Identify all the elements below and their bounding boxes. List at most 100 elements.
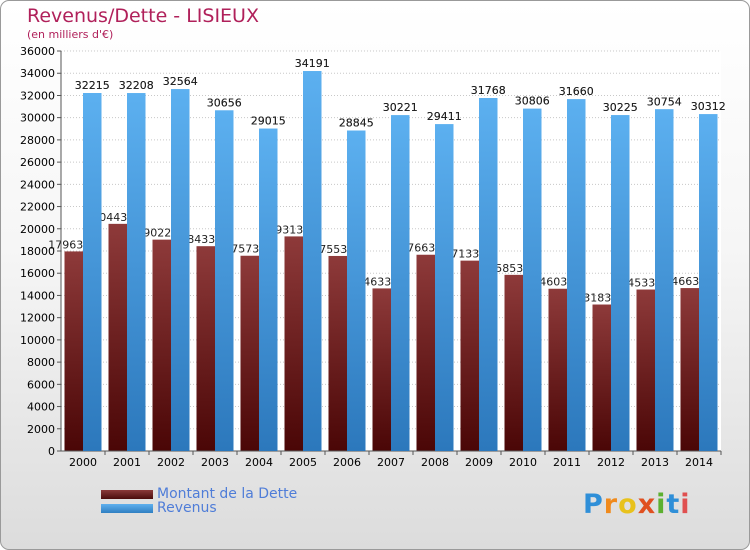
- data-label-revenus: 28845: [339, 117, 374, 130]
- data-label-revenus-top: 29015: [251, 115, 286, 128]
- legend-label-revenus: Revenus: [157, 500, 217, 516]
- proxiti-logo: Proxiti: [583, 489, 691, 520]
- data-label-dette: 17963: [48, 238, 83, 251]
- bar-dette: [152, 239, 171, 451]
- revenus-labels-top: 32215 32208 32564 30656 29015 34191 28845 30221…: [75, 57, 726, 129]
- bar-dette: [372, 288, 391, 451]
- y-tick-label: 10000: [20, 334, 55, 347]
- x-tick-label: 2011: [553, 456, 581, 469]
- y-tick-label: 14000: [20, 289, 55, 302]
- x-tick-label: 2010: [509, 456, 537, 469]
- x-tick-label: 2001: [113, 456, 141, 469]
- data-label-revenus: 31660: [559, 85, 594, 98]
- y-tick-label: 32000: [20, 89, 55, 102]
- chart-title: Revenus/Dette - LISIEUX: [27, 5, 259, 27]
- bar-revenus-overlay: [259, 128, 278, 451]
- data-label-revenus-top: 32208: [119, 79, 154, 92]
- y-tick-label: 20000: [20, 223, 55, 236]
- data-label-revenus-top: 28845: [339, 117, 374, 130]
- bar-dette: [416, 254, 435, 451]
- y-tick-label: 6000: [27, 378, 55, 391]
- bar-revenus-overlay: [655, 109, 674, 452]
- y-tick-label: 28000: [20, 134, 55, 147]
- bar-dette: [64, 251, 83, 451]
- bar-revenus-overlay: [567, 99, 586, 451]
- bar-revenus-overlay: [435, 124, 454, 451]
- bar-dette: [196, 246, 215, 451]
- bar-dette: [680, 288, 699, 451]
- data-label-revenus: 30225: [603, 101, 638, 114]
- y-tick-label: 18000: [20, 245, 55, 258]
- bar-revenus-overlay: [303, 71, 322, 451]
- x-tick-label: 2002: [157, 456, 185, 469]
- data-label-revenus: 30754: [647, 95, 682, 108]
- data-label-revenus-top: 29411: [427, 110, 462, 123]
- bar-dette: [636, 289, 655, 451]
- bar-dette: [328, 255, 347, 451]
- x-tick-label: 2005: [289, 456, 317, 469]
- data-label-revenus: 29015: [251, 115, 286, 128]
- data-label-revenus: 32215: [75, 79, 110, 92]
- data-label-revenus: 30312: [691, 100, 726, 113]
- y-tick-label: 34000: [20, 67, 55, 80]
- y-tick-label: 12000: [20, 312, 55, 325]
- bar-dette: [504, 274, 523, 451]
- x-tick-label: 2007: [377, 456, 405, 469]
- data-label-revenus-top: 32564: [163, 75, 198, 88]
- bar-revenus-overlay: [347, 130, 366, 451]
- data-label-revenus: 30221: [383, 101, 418, 114]
- x-tick-label: 2012: [597, 456, 625, 469]
- bar-dette: [108, 223, 127, 451]
- data-label-revenus-top: 30754: [647, 95, 682, 108]
- legend-swatch-revenus: [101, 504, 153, 513]
- y-tick-label: 22000: [20, 201, 55, 214]
- y-tick-label: 4000: [27, 401, 55, 414]
- data-label-revenus: 29411: [427, 110, 462, 123]
- data-label-revenus: 32564: [163, 75, 198, 88]
- y-tick-label: 2000: [27, 423, 55, 436]
- x-tick-label: 2008: [421, 456, 449, 469]
- y-tick-label: 24000: [20, 178, 55, 191]
- data-label-revenus: 30806: [515, 95, 550, 108]
- bar-dette: [592, 304, 611, 451]
- data-label-revenus-top: 30312: [691, 100, 726, 113]
- y-tick-label: 30000: [20, 112, 55, 125]
- bar-revenus-overlay: [479, 98, 498, 452]
- data-label-revenus: 34191: [295, 57, 330, 70]
- bar-revenus-overlay: [523, 108, 542, 451]
- data-label-revenus-top: 31768: [471, 84, 506, 97]
- x-tick-label: 2000: [69, 456, 97, 469]
- data-label-revenus-top: 30806: [515, 95, 550, 108]
- data-label-revenus: 30656: [207, 96, 242, 109]
- data-label-revenus-top: 30656: [207, 96, 242, 109]
- bar-revenus-overlay: [391, 115, 410, 451]
- data-label-revenus-top: 30221: [383, 101, 418, 114]
- x-tick-label: 2009: [465, 456, 493, 469]
- bar-revenus-overlay: [127, 93, 146, 451]
- data-label-revenus-top: 34191: [295, 57, 330, 70]
- bar-dette: [460, 260, 479, 451]
- bar-dette: [284, 236, 303, 451]
- data-label-revenus-top: 31660: [559, 85, 594, 98]
- x-tick-label: 2014: [685, 456, 713, 469]
- legend-swatch-dette: [101, 490, 153, 499]
- data-label-revenus-top: 30225: [603, 101, 638, 114]
- bar-dette: [240, 255, 259, 451]
- y-tick-label: 8000: [27, 356, 55, 369]
- x-tick-label: 2003: [201, 456, 229, 469]
- bars-overlay: [83, 71, 718, 452]
- x-tick-label: 2004: [245, 456, 273, 469]
- bar-revenus-overlay: [215, 110, 234, 451]
- bar-revenus-overlay: [699, 114, 718, 451]
- data-label-revenus-top: 32215: [75, 79, 110, 92]
- y-tick-label: 16000: [20, 267, 55, 280]
- y-tick-label: 26000: [20, 156, 55, 169]
- bar-revenus-overlay: [611, 115, 630, 452]
- x-tick-label: 2006: [333, 456, 361, 469]
- data-label-revenus: 32208: [119, 79, 154, 92]
- bar-revenus-overlay: [171, 89, 190, 451]
- x-tick-label: 2013: [641, 456, 669, 469]
- legend-label-dette: Montant de la Dette: [157, 486, 298, 502]
